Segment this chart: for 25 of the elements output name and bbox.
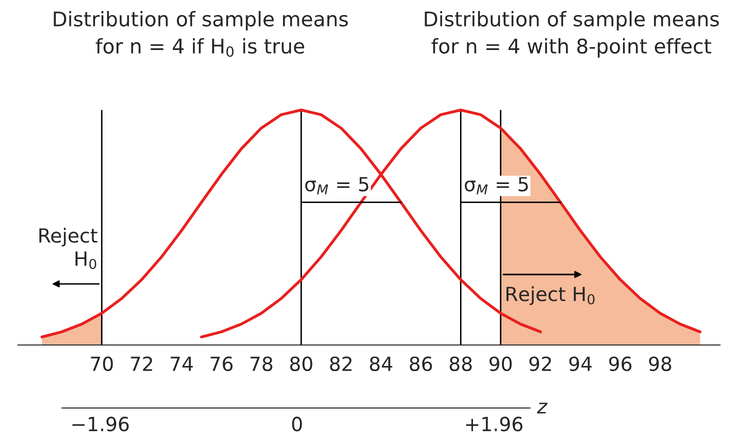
x2-tick-label: +1.96 bbox=[466, 416, 522, 432]
x-tick-label: 98 bbox=[649, 356, 672, 372]
x2-axis-title: z bbox=[536, 402, 548, 414]
x-tick-label: 70 bbox=[90, 356, 113, 372]
x2-tick-label: 0 bbox=[292, 416, 302, 432]
x-tick-label: 92 bbox=[529, 356, 551, 372]
x2-tick-label: −1.96 bbox=[72, 416, 129, 432]
annotation: σ$_{M}$ = 5 bbox=[305, 177, 368, 194]
x-tick-label: 88 bbox=[450, 356, 472, 372]
x-tick-label: 74 bbox=[170, 356, 193, 371]
annotation: Reject H$_{0}$ bbox=[506, 286, 595, 306]
x-tick-label: 90 bbox=[489, 356, 512, 372]
x-tick-label: 82 bbox=[330, 356, 352, 372]
x-tick-label: 84 bbox=[370, 356, 392, 372]
x-tick-label: 86 bbox=[410, 356, 432, 372]
x-tick-label: 80 bbox=[290, 356, 312, 372]
x-tick-label: 94 bbox=[569, 356, 592, 372]
text: Distribution of sample means for n = 4 if H$_{0}$ is true bbox=[54, 10, 348, 57]
x-tick-label: 72 bbox=[130, 356, 152, 371]
annotation: σ$_{M}$ = 5 bbox=[464, 177, 528, 194]
text: Distribution of sample means for n = 4 with 8-point effect bbox=[424, 10, 719, 58]
x-tick-label: 96 bbox=[609, 356, 632, 372]
x-tick-label: 76 bbox=[210, 356, 233, 372]
x-tick-label: 78 bbox=[250, 356, 272, 372]
annotation: Reject H$_{0}$ bbox=[39, 228, 98, 270]
